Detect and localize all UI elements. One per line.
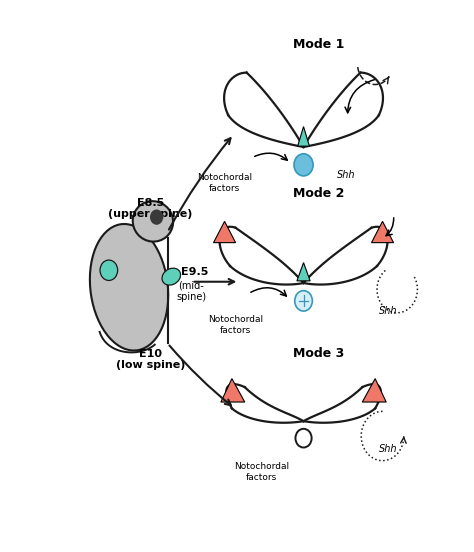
Ellipse shape bbox=[162, 268, 181, 285]
Circle shape bbox=[294, 154, 313, 176]
Ellipse shape bbox=[90, 224, 168, 351]
Polygon shape bbox=[213, 221, 236, 243]
Text: Mode 2: Mode 2 bbox=[292, 187, 344, 200]
Text: Notochordal
factors: Notochordal factors bbox=[197, 172, 252, 193]
Polygon shape bbox=[362, 379, 386, 402]
Text: (mid-
spine): (mid- spine) bbox=[176, 280, 207, 301]
Text: Mode 3: Mode 3 bbox=[292, 347, 344, 359]
Text: E8.5
(upper spine): E8.5 (upper spine) bbox=[108, 198, 192, 220]
Text: E9.5: E9.5 bbox=[182, 267, 209, 277]
Polygon shape bbox=[221, 379, 245, 402]
Polygon shape bbox=[297, 263, 310, 281]
Circle shape bbox=[150, 209, 163, 225]
Polygon shape bbox=[372, 221, 393, 243]
Ellipse shape bbox=[133, 201, 173, 242]
Circle shape bbox=[100, 260, 118, 280]
Circle shape bbox=[295, 291, 312, 311]
Text: Mode 1: Mode 1 bbox=[292, 38, 344, 51]
Text: Notochordal
factors: Notochordal factors bbox=[208, 315, 263, 335]
Circle shape bbox=[295, 429, 311, 448]
Text: Shh: Shh bbox=[337, 169, 355, 179]
Text: Shh: Shh bbox=[379, 306, 397, 316]
Polygon shape bbox=[298, 126, 310, 146]
Text: Notochordal
factors: Notochordal factors bbox=[234, 461, 289, 482]
Text: Shh: Shh bbox=[379, 444, 397, 454]
Text: E10
(low spine): E10 (low spine) bbox=[116, 349, 185, 370]
